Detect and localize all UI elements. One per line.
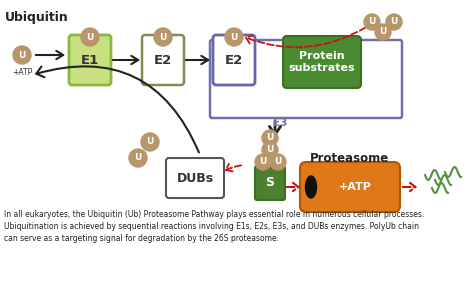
Text: E3: E3 <box>273 118 287 128</box>
Text: Ubiquitin: Ubiquitin <box>5 12 69 24</box>
Circle shape <box>129 149 147 167</box>
Circle shape <box>270 154 286 170</box>
Text: E1: E1 <box>81 54 99 67</box>
FancyBboxPatch shape <box>166 158 224 198</box>
Text: U: U <box>259 157 267 166</box>
Text: U: U <box>86 33 94 42</box>
Text: U: U <box>266 146 273 155</box>
Circle shape <box>13 46 31 64</box>
Circle shape <box>255 154 271 170</box>
FancyArrowPatch shape <box>287 183 299 191</box>
Circle shape <box>364 14 380 30</box>
Text: Proteasome: Proteasome <box>310 152 390 164</box>
Text: U: U <box>230 33 237 42</box>
Text: DUBs: DUBs <box>176 171 214 184</box>
Circle shape <box>154 28 172 46</box>
Text: E2: E2 <box>225 54 243 67</box>
Circle shape <box>262 130 278 146</box>
Text: U: U <box>379 28 387 36</box>
Circle shape <box>81 28 99 46</box>
Text: S: S <box>265 177 274 189</box>
FancyBboxPatch shape <box>255 166 285 200</box>
FancyArrowPatch shape <box>403 183 416 191</box>
Circle shape <box>386 14 402 30</box>
FancyBboxPatch shape <box>69 35 111 85</box>
FancyBboxPatch shape <box>142 35 184 85</box>
Circle shape <box>262 142 278 158</box>
FancyBboxPatch shape <box>300 162 400 212</box>
Circle shape <box>225 28 243 46</box>
Text: U: U <box>274 157 282 166</box>
Text: +ATP: +ATP <box>12 68 32 77</box>
Text: In all eukaryotes, the Ubiquitin (Ub) Proteasome Pathway plays essential role in: In all eukaryotes, the Ubiquitin (Ub) Pr… <box>4 210 424 243</box>
Text: U: U <box>18 51 26 59</box>
Text: U: U <box>159 33 167 42</box>
FancyBboxPatch shape <box>213 35 255 85</box>
Text: +ATP: +ATP <box>338 182 372 192</box>
Text: Protein
substrates: Protein substrates <box>289 51 356 73</box>
FancyArrowPatch shape <box>226 164 241 171</box>
Text: E2: E2 <box>154 54 172 67</box>
Circle shape <box>141 133 159 151</box>
Text: U: U <box>266 134 273 143</box>
FancyBboxPatch shape <box>283 36 361 88</box>
Text: U: U <box>134 153 142 162</box>
Text: U: U <box>390 17 398 26</box>
Text: U: U <box>368 17 376 26</box>
Ellipse shape <box>306 176 317 198</box>
FancyArrowPatch shape <box>36 66 199 152</box>
FancyArrowPatch shape <box>246 27 365 47</box>
Text: U: U <box>146 138 154 146</box>
Circle shape <box>375 24 391 40</box>
